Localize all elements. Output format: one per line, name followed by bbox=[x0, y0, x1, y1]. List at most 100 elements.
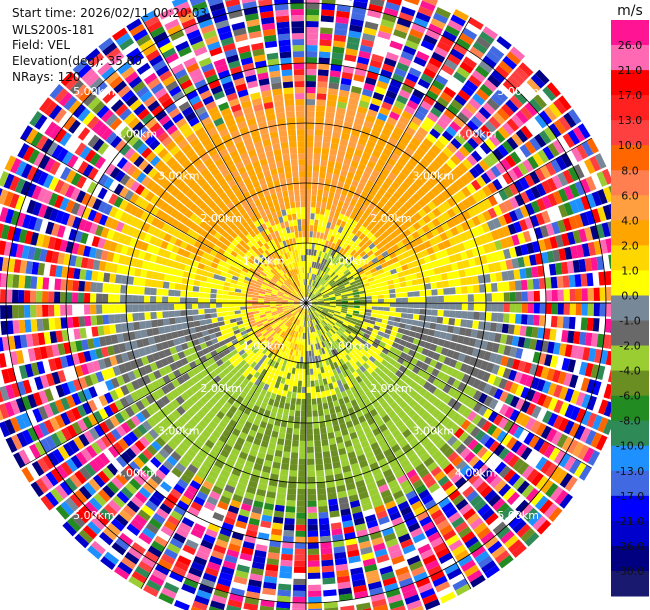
velocity-gate bbox=[383, 191, 393, 200]
velocity-gate bbox=[572, 331, 581, 345]
velocity-gate bbox=[311, 304, 318, 307]
velocity-gate bbox=[586, 138, 599, 154]
velocity-gate bbox=[331, 283, 338, 288]
velocity-gate bbox=[489, 45, 505, 60]
velocity-gate bbox=[339, 194, 347, 202]
velocity-gate bbox=[246, 300, 253, 303]
velocity-gate bbox=[433, 267, 441, 275]
velocity-gate bbox=[397, 344, 405, 352]
velocity-gate bbox=[453, 116, 466, 128]
velocity-gate bbox=[482, 210, 492, 222]
velocity-gate bbox=[487, 195, 498, 207]
velocity-gate bbox=[314, 380, 320, 387]
velocity-gate bbox=[428, 23, 443, 35]
velocity-gate bbox=[548, 123, 562, 138]
velocity-gate bbox=[574, 274, 582, 287]
velocity-gate bbox=[557, 371, 567, 385]
velocity-gate bbox=[322, 141, 331, 149]
velocity-gate bbox=[578, 258, 587, 273]
velocity-gate bbox=[338, 213, 345, 221]
velocity-gate bbox=[482, 198, 493, 210]
velocity-gate bbox=[314, 440, 322, 447]
velocity-gate bbox=[317, 298, 324, 301]
velocity-gate bbox=[474, 429, 486, 442]
velocity-gate bbox=[336, 4, 351, 13]
velocity-gate bbox=[577, 444, 590, 460]
velocity-gate bbox=[307, 560, 320, 567]
velocity-gate bbox=[521, 303, 528, 313]
velocity-gate bbox=[383, 303, 390, 307]
velocity-gate bbox=[341, 188, 349, 197]
velocity-gate bbox=[417, 78, 431, 90]
velocity-gate bbox=[354, 148, 363, 157]
velocity-gate bbox=[369, 316, 377, 322]
velocity-gate bbox=[370, 363, 378, 371]
velocity-gate bbox=[311, 195, 317, 202]
velocity-gate bbox=[520, 314, 528, 325]
velocity-gate bbox=[398, 276, 406, 283]
velocity-gate bbox=[327, 323, 333, 329]
velocity-gate bbox=[593, 303, 600, 317]
velocity-gate bbox=[373, 214, 382, 223]
velocity-gate bbox=[442, 394, 452, 405]
velocity-gate bbox=[447, 397, 457, 408]
velocity-gate bbox=[306, 344, 309, 351]
velocity-gate bbox=[447, 53, 462, 66]
velocity-gate bbox=[325, 260, 330, 267]
velocity-gate bbox=[397, 271, 405, 278]
velocity-gate bbox=[415, 163, 426, 173]
velocity-gate bbox=[306, 51, 318, 58]
velocity-gate bbox=[333, 313, 340, 318]
velocity-gate bbox=[359, 44, 373, 54]
velocity-gate bbox=[508, 423, 520, 436]
velocity-gate bbox=[277, 589, 291, 597]
velocity-gate bbox=[355, 322, 363, 328]
velocity-gate bbox=[335, 295, 342, 299]
velocity-gate bbox=[36, 318, 44, 332]
velocity-gate bbox=[328, 437, 336, 446]
velocity-gate bbox=[315, 111, 325, 118]
velocity-gate bbox=[168, 310, 175, 318]
velocity-gate bbox=[366, 223, 374, 232]
velocity-gate bbox=[394, 176, 404, 186]
velocity-gate bbox=[471, 133, 484, 146]
velocity-gate bbox=[387, 186, 396, 196]
velocity-gate bbox=[348, 97, 359, 106]
velocity-gate bbox=[567, 330, 575, 344]
velocity-gate bbox=[455, 303, 462, 311]
velocity-gate bbox=[318, 415, 325, 423]
velocity-gate bbox=[360, 204, 368, 212]
velocity-gate bbox=[417, 105, 429, 116]
velocity-gate bbox=[309, 273, 313, 280]
velocity-gate bbox=[493, 388, 504, 400]
velocity-gate bbox=[341, 298, 348, 301]
velocity-gate bbox=[313, 153, 321, 160]
velocity-gate bbox=[312, 416, 319, 423]
velocity-gate bbox=[368, 355, 376, 363]
velocity-gate bbox=[511, 258, 520, 269]
velocity-gate bbox=[404, 377, 413, 386]
velocity-gate bbox=[421, 411, 431, 421]
velocity-gate bbox=[452, 326, 461, 335]
velocity-gate bbox=[308, 279, 311, 286]
velocity-gate bbox=[345, 288, 353, 292]
velocity-gate bbox=[435, 323, 443, 331]
velocity-gate bbox=[389, 311, 396, 317]
velocity-gate bbox=[72, 280, 80, 292]
velocity-gate bbox=[532, 278, 540, 290]
velocity-gate bbox=[421, 224, 431, 234]
velocity-gate bbox=[331, 52, 344, 60]
velocity-gate bbox=[428, 237, 438, 246]
velocity-gate bbox=[472, 41, 488, 55]
velocity-gate bbox=[338, 317, 345, 322]
velocity-gate bbox=[312, 404, 318, 411]
velocity-gate bbox=[420, 100, 433, 111]
velocity-gate bbox=[277, 486, 287, 494]
velocity-gate bbox=[390, 204, 399, 214]
velocity-gate bbox=[312, 255, 316, 262]
velocity-gate bbox=[306, 416, 313, 423]
velocity-gate bbox=[338, 327, 345, 333]
velocity-gate bbox=[418, 173, 429, 184]
velocity-gate bbox=[459, 61, 474, 74]
velocity-gate bbox=[324, 240, 330, 247]
